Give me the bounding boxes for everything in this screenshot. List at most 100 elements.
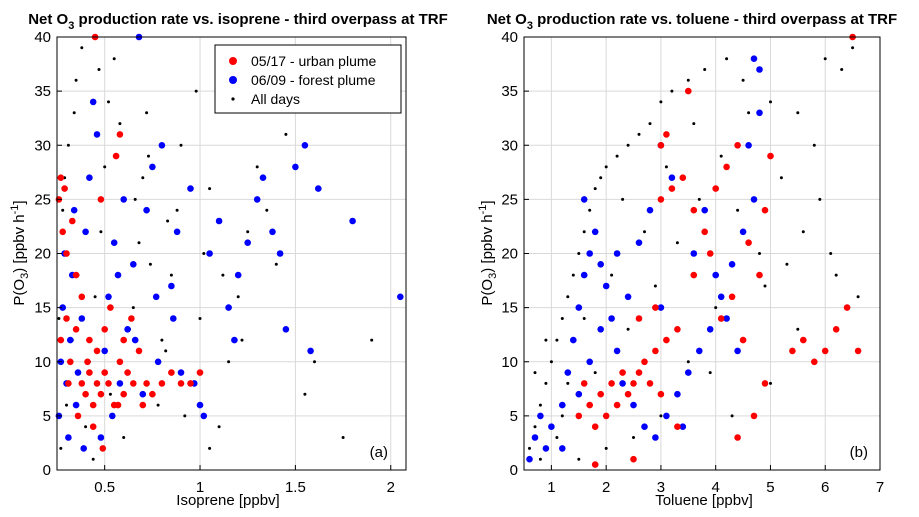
series-b-all-days	[528, 46, 860, 461]
data-point	[626, 143, 630, 147]
x-tick-label: 6	[821, 479, 829, 496]
data-point	[719, 154, 723, 158]
panel-a-ylabel: P(O3) [ppbv h-1]	[9, 200, 31, 305]
data-point	[769, 381, 772, 385]
y-tick-label: 10	[34, 354, 51, 371]
data-point	[370, 338, 374, 342]
data-point	[648, 122, 652, 126]
data-point	[586, 250, 593, 257]
data-point	[531, 434, 539, 441]
data-point	[555, 338, 559, 342]
data-point	[124, 326, 131, 333]
data-point	[821, 347, 829, 355]
data-point	[528, 446, 531, 450]
panel-b: Net O3 production rate vs. toluene - thi…	[477, 11, 897, 509]
data-point	[349, 217, 356, 225]
data-point	[560, 414, 564, 418]
data-point	[714, 306, 718, 310]
data-point	[110, 239, 118, 246]
series-b-06-09-forest-plume	[526, 55, 763, 463]
data-point	[282, 326, 290, 333]
data-point	[259, 174, 267, 181]
data-point	[315, 185, 322, 192]
data-point	[696, 347, 703, 355]
data-point	[139, 401, 147, 409]
data-point	[116, 380, 124, 387]
data-point	[149, 390, 156, 398]
y-tick-label: 15	[34, 300, 51, 317]
data-point	[674, 423, 681, 431]
data-point	[105, 380, 112, 387]
y-tick-label: 10	[501, 354, 518, 371]
data-point	[130, 380, 137, 387]
data-point	[103, 165, 107, 169]
data-point	[756, 109, 763, 117]
data-point	[145, 111, 149, 115]
data-point	[801, 230, 805, 234]
data-point	[116, 358, 124, 366]
data-point	[141, 176, 145, 180]
data-point	[101, 347, 108, 355]
data-point	[586, 358, 593, 366]
data-point	[717, 315, 725, 322]
y-tick-label: 5	[43, 408, 51, 425]
data-point	[652, 347, 659, 355]
data-point	[120, 390, 127, 398]
data-point	[602, 412, 610, 420]
data-point	[57, 174, 65, 181]
data-point	[67, 336, 74, 344]
data-point	[84, 425, 88, 429]
data-point	[265, 208, 269, 212]
data-point	[91, 457, 95, 461]
y-tick-label: 0	[510, 462, 518, 479]
data-point	[69, 217, 76, 225]
data-point	[86, 174, 93, 181]
data-point	[72, 401, 80, 409]
data-point	[750, 412, 758, 420]
data-point	[533, 425, 537, 429]
y-tick-label: 0	[43, 462, 51, 479]
data-point	[559, 445, 566, 452]
data-point	[712, 271, 719, 279]
data-point	[811, 358, 818, 366]
data-point	[147, 154, 150, 158]
data-point	[101, 326, 108, 333]
data-point	[635, 369, 643, 376]
data-point	[97, 68, 101, 71]
data-point	[728, 293, 736, 301]
panel-a-xlabel: Isoprene [ppbv]	[176, 492, 279, 509]
data-point	[542, 445, 550, 452]
legend-marker-forest	[229, 76, 237, 84]
data-point	[725, 57, 729, 61]
data-point	[131, 336, 139, 344]
data-point	[659, 100, 663, 104]
data-point	[158, 380, 166, 387]
data-point	[63, 315, 70, 322]
data-point	[72, 111, 76, 115]
data-point	[747, 111, 751, 115]
data-point	[292, 163, 299, 171]
data-point	[745, 239, 752, 246]
x-tick-label: 1	[196, 479, 204, 496]
data-point	[166, 219, 170, 223]
data-point	[686, 78, 690, 82]
data-point	[89, 423, 97, 431]
data-point	[674, 390, 681, 398]
data-point	[198, 317, 202, 320]
data-point	[706, 250, 714, 257]
data-point	[619, 369, 626, 376]
data-point	[179, 143, 183, 147]
data-point	[577, 252, 581, 255]
data-point	[116, 131, 124, 138]
data-point	[120, 336, 127, 344]
data-point	[591, 423, 599, 431]
legend-label-all: All days	[251, 91, 300, 107]
data-point	[621, 197, 625, 201]
data-point	[128, 315, 135, 322]
data-point	[307, 347, 314, 355]
data-point	[712, 185, 719, 192]
data-point	[630, 401, 637, 409]
data-point	[93, 347, 101, 355]
data-point	[668, 185, 676, 192]
